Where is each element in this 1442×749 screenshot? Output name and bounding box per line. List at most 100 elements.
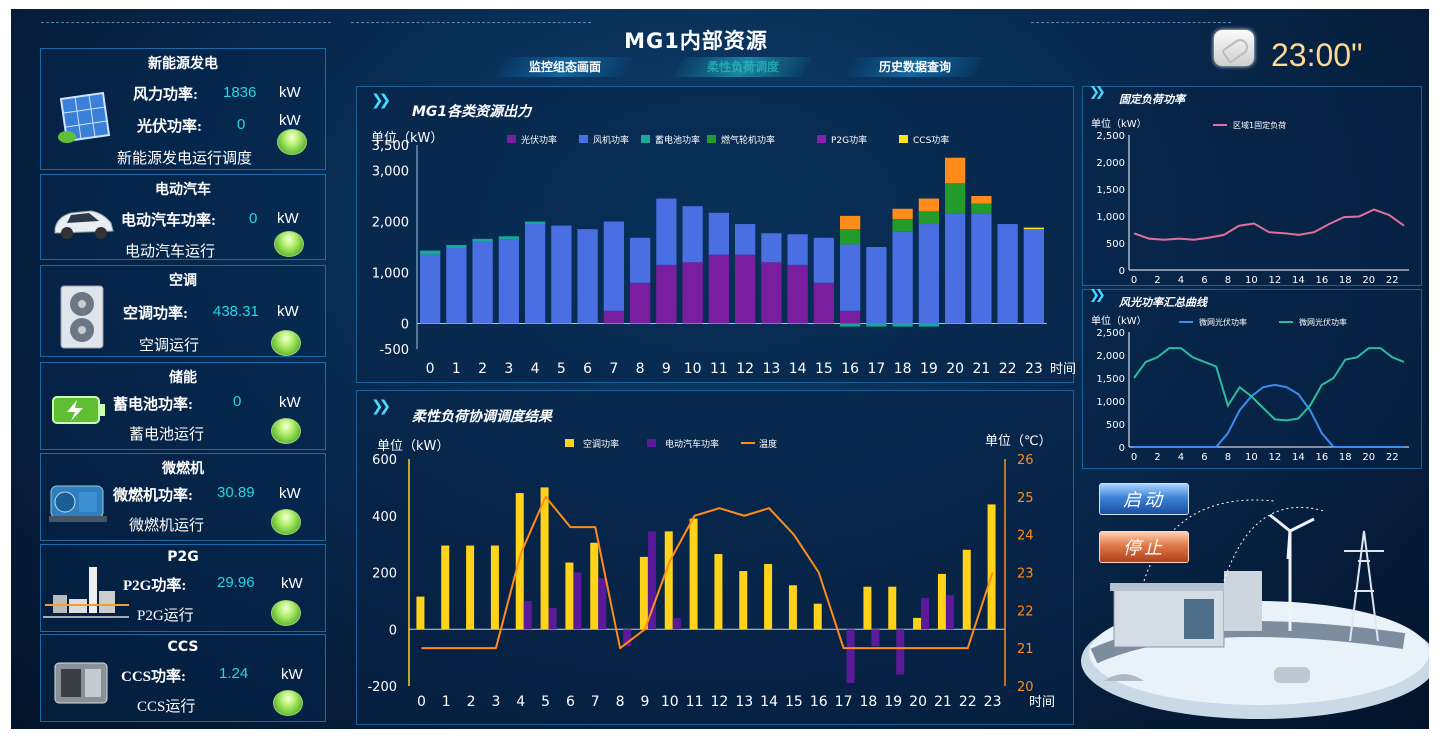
x-tick-label: 11 bbox=[710, 361, 728, 377]
bar bbox=[565, 562, 574, 630]
x-tick-label: 19 bbox=[920, 361, 938, 377]
ev-status-text: 电动汽车运行 bbox=[125, 244, 216, 260]
turbine-power-label: 微燃机功率: bbox=[113, 488, 193, 504]
bar bbox=[840, 310, 861, 324]
y2-tick-label: 26 bbox=[1017, 453, 1034, 468]
y2-tick-label: 25 bbox=[1017, 491, 1034, 506]
x-tick-label: 6 bbox=[1201, 275, 1207, 286]
stop-button[interactable]: 停止 bbox=[1099, 531, 1189, 563]
x-tick-label: 22 bbox=[959, 694, 977, 710]
bar bbox=[945, 213, 966, 324]
bar bbox=[987, 504, 996, 630]
x-tick-label: 2 bbox=[478, 361, 487, 377]
legend-label: 风机功率 bbox=[593, 134, 629, 146]
y-tick-label: 500 bbox=[1106, 239, 1125, 250]
x-tick-label: 4 bbox=[1178, 452, 1184, 463]
bar bbox=[498, 239, 519, 324]
y-tick-label: -500 bbox=[379, 343, 409, 358]
bar bbox=[525, 224, 546, 324]
panel-title: 微燃机 bbox=[162, 461, 204, 477]
x-tick-label: 3 bbox=[491, 694, 500, 710]
bar bbox=[735, 254, 756, 324]
series-line bbox=[1133, 347, 1405, 422]
ccs-unit-icon bbox=[54, 662, 108, 704]
pv-power-value: 0 bbox=[237, 116, 246, 133]
x-tick-label: 20 bbox=[946, 361, 964, 377]
x-axis-label: 时间 bbox=[1050, 362, 1075, 377]
p2g-status-lamp[interactable] bbox=[271, 600, 301, 626]
y-tick-label: 1,500 bbox=[1096, 374, 1125, 385]
y-tick-label: 0 bbox=[1119, 266, 1125, 277]
series-line bbox=[1134, 383, 1404, 448]
chart-wind-pv-panel: ❯❯ 风光功率汇总曲线 2,500 2,000 1,500 1,000 500 0 单位（k… bbox=[1082, 288, 1422, 469]
bar bbox=[598, 578, 607, 630]
bar bbox=[689, 518, 698, 630]
bar bbox=[892, 323, 913, 327]
bar bbox=[813, 603, 822, 630]
y-axis-label: 单位（kW） bbox=[1091, 314, 1147, 327]
x-tick-label: 0 bbox=[1131, 452, 1137, 463]
x-tick-label: 16 bbox=[841, 361, 859, 377]
x-axis-label: 时间 bbox=[1029, 695, 1055, 710]
legend-label: 燃气轮机功率 bbox=[721, 134, 775, 146]
battery-power-value: 0 bbox=[233, 393, 242, 410]
bar bbox=[918, 211, 939, 225]
bar bbox=[1023, 227, 1044, 230]
bar bbox=[871, 629, 880, 647]
bar bbox=[573, 572, 582, 630]
y-tick-label: 2,500 bbox=[1096, 131, 1125, 142]
x-tick-label: 2 bbox=[467, 694, 476, 710]
legend-swatch bbox=[647, 439, 656, 447]
ac-status-lamp[interactable] bbox=[271, 330, 301, 356]
battery-status-lamp[interactable] bbox=[271, 418, 301, 444]
bar bbox=[540, 487, 549, 630]
legend-label: 光伏功率 bbox=[521, 134, 557, 146]
x-tick-label: 8 bbox=[1225, 275, 1231, 286]
bar bbox=[971, 196, 992, 204]
bar bbox=[863, 586, 872, 630]
ev-status-lamp[interactable] bbox=[274, 231, 304, 257]
tab-monitor[interactable]: 监控组态画面 bbox=[495, 57, 635, 77]
ev-power-label: 电动汽车功率: bbox=[121, 213, 216, 229]
chart-resource-output-panel: ❯❯ MG1各类资源出力 3,500 3,000 2,000 1,000 0 -500 单位… bbox=[356, 86, 1075, 383]
wind-power-value: 1836 bbox=[223, 84, 257, 101]
y2-tick-label: 23 bbox=[1017, 567, 1034, 582]
bar bbox=[761, 233, 782, 263]
bar bbox=[787, 234, 808, 265]
y-tick-label: 2,500 bbox=[1096, 328, 1125, 339]
ccs-power-value: 1.24 bbox=[219, 665, 249, 682]
x-tick-label: 5 bbox=[557, 361, 566, 377]
x-tick-label: 0 bbox=[1131, 275, 1137, 286]
ccs-status-text: CCS运行 bbox=[137, 699, 196, 715]
x-tick-label: 23 bbox=[984, 694, 1002, 710]
ccs-status-lamp[interactable] bbox=[273, 690, 303, 716]
bar bbox=[682, 206, 703, 263]
legend-swatch bbox=[899, 135, 908, 143]
y2-tick-label: 22 bbox=[1017, 604, 1034, 619]
y-tick-label: 2,000 bbox=[1096, 351, 1125, 362]
bar bbox=[945, 595, 954, 630]
bar bbox=[523, 600, 532, 630]
x-tick-label: 15 bbox=[785, 694, 803, 710]
x-tick-label: 8 bbox=[636, 361, 645, 377]
legend-label: CCS功率 bbox=[913, 134, 949, 146]
x-tick-label: 2 bbox=[1154, 275, 1160, 286]
tag-icon[interactable] bbox=[1214, 30, 1254, 66]
turbine-status-text: 微燃机运行 bbox=[129, 518, 205, 534]
tab-history[interactable]: 历史数据查询 bbox=[845, 57, 985, 77]
x-tick-label: 7 bbox=[609, 361, 618, 377]
bar bbox=[420, 254, 441, 324]
tab-flexible-load[interactable]: 柔性负荷调度 bbox=[673, 57, 813, 77]
ac-power-unit: kW bbox=[277, 303, 299, 320]
turbine-status-lamp[interactable] bbox=[271, 509, 301, 535]
ac-power-label: 空调功率: bbox=[123, 306, 188, 322]
legend-swatch bbox=[579, 135, 588, 143]
x-tick-label: 14 bbox=[760, 694, 778, 710]
legend-swatch bbox=[565, 439, 574, 447]
renewable-status-lamp[interactable] bbox=[277, 129, 307, 155]
start-button[interactable]: 启动 bbox=[1099, 483, 1189, 515]
panel-ccs: CCS CCS功率: 1.24 kW CCS运行 bbox=[40, 634, 326, 722]
panel-ev: 电动汽车 电动汽车功率: 0 kW 电动汽车运行 bbox=[40, 174, 326, 260]
legend-label: 区域1固定负荷 bbox=[1233, 120, 1286, 130]
